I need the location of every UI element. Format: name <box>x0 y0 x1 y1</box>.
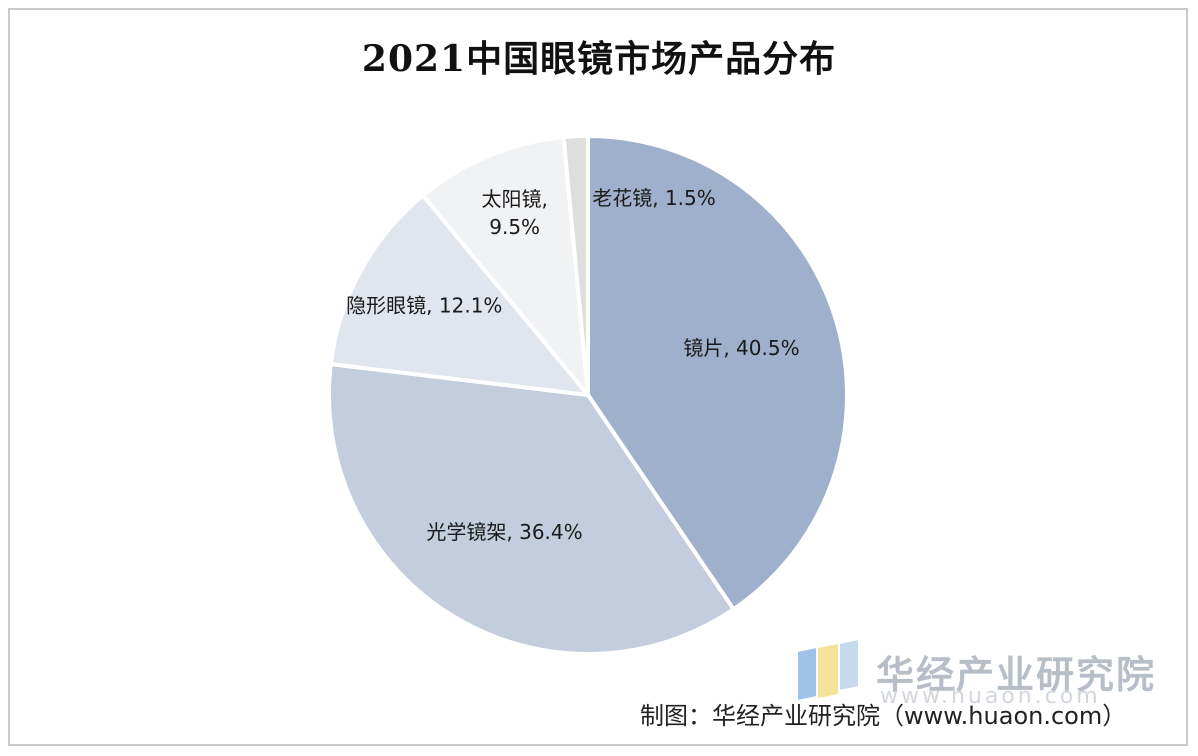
watermark-logo-icon <box>798 640 860 700</box>
slice-label-4: 老花镜, 1.5% <box>592 186 716 210</box>
slice-label-2: 隐形眼镜, 12.1% <box>346 294 502 318</box>
source-note: 制图：华经产业研究院（www.huaon.com） <box>640 702 1127 730</box>
chart-title: 2021中国眼镜市场产品分布 <box>361 38 837 80</box>
pie-slice-2 <box>328 192 593 398</box>
watermark-url: www.huaon.com <box>880 684 1101 709</box>
slice-label-3: 太阳镜, 9.5% <box>481 187 547 239</box>
slice-label-1: 光学镜架, 36.4% <box>426 520 582 544</box>
watermark: 华经产业研究院 <box>798 640 1157 700</box>
pie-slice-1 <box>327 361 737 656</box>
watermark-brand: 华经产业研究院 <box>876 652 1157 697</box>
pie-slice-0 <box>586 133 849 612</box>
pie-slice-4 <box>561 133 590 396</box>
pie-slice-3 <box>420 134 591 402</box>
slice-label-0: 镜片, 40.5% <box>683 336 799 360</box>
